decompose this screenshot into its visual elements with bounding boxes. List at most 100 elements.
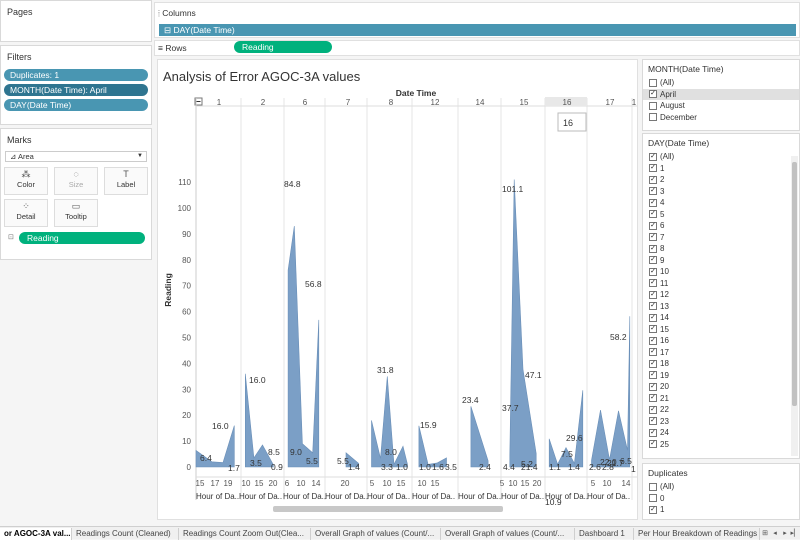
day-filter-item[interactable]: ✓ 4 (643, 197, 799, 209)
column-header-day[interactable]: 12 (431, 98, 440, 107)
checkbox-checked-icon[interactable]: ✓ (649, 187, 657, 196)
filter-month[interactable]: MONTH(Date Time): April (4, 84, 148, 96)
checkbox-checked-icon[interactable]: ✓ (649, 175, 657, 184)
sheet-tab[interactable]: Readings Count (Cleaned) (72, 528, 179, 540)
column-header-day[interactable]: 6 (303, 98, 308, 107)
checkbox-checked-icon[interactable]: ✓ (649, 290, 657, 299)
day-filter-item[interactable]: ✓ 21 (643, 393, 799, 405)
checkbox-checked-icon[interactable]: ✓ (649, 325, 657, 334)
column-header-day[interactable]: 1 (217, 98, 222, 107)
column-header-day[interactable]: 14 (476, 98, 485, 107)
sheet-tab[interactable]: Overall Graph of values (Count/... (441, 528, 575, 540)
area-mark-day-8[interactable] (371, 376, 408, 468)
sheet-tab[interactable]: Overall Graph of values (Count/... (311, 528, 441, 540)
sheet-tab[interactable]: or AGOC-3A val... (0, 528, 72, 540)
checkbox-checked-icon[interactable]: ✓ (649, 505, 657, 514)
day-filter-item[interactable]: ✓ 7 (643, 232, 799, 244)
checkbox-checked-icon[interactable]: ✓ (649, 440, 657, 449)
duplicates-filter-item[interactable]: ✓ 1 (643, 504, 799, 516)
rows-reading-pill[interactable]: Reading (234, 41, 332, 53)
area-mark-day-1[interactable] (195, 425, 235, 468)
day-filter-item[interactable]: ✓ 17 (643, 347, 799, 359)
checkbox-icon[interactable] (649, 78, 657, 87)
day-filter-item[interactable]: ✓ 13 (643, 301, 799, 313)
checkbox-icon[interactable] (649, 494, 657, 503)
column-header-day[interactable]: 15 (520, 98, 529, 107)
checkbox-checked-icon[interactable]: ✓ (649, 90, 657, 99)
checkbox-checked-icon[interactable]: ✓ (649, 198, 657, 207)
filter-duplicates[interactable]: Duplicates: 1 (4, 69, 148, 81)
checkbox-checked-icon[interactable]: ✓ (649, 313, 657, 322)
checkbox-checked-icon[interactable]: ✓ (649, 279, 657, 288)
day-list-scrollbar[interactable] (791, 156, 798, 456)
day-filter-item[interactable]: ✓ 2 (643, 174, 799, 186)
column-header-day[interactable]: 2 (261, 98, 266, 107)
area-chart[interactable]: Analysis of Error AGOC-3A values Date Ti… (158, 60, 638, 520)
checkbox-checked-icon[interactable]: ✓ (649, 221, 657, 230)
marks-reading-pill[interactable]: Reading (19, 232, 145, 244)
checkbox-checked-icon[interactable]: ✓ (649, 256, 657, 265)
month-filter-item[interactable]: December (643, 112, 799, 124)
tooltip-button[interactable]: ▭ Tooltip (54, 199, 98, 227)
sheet-tab[interactable]: Per Hour Breakdown of Readings (634, 528, 760, 540)
day-filter-item[interactable]: ✓ 20 (643, 381, 799, 393)
last-tab-icon[interactable]: ▸▏ (790, 530, 800, 537)
day-filter-item[interactable]: ✓ 5 (643, 209, 799, 221)
column-header-day[interactable]: 16 (563, 98, 572, 107)
day-filter-item[interactable]: ✓ 22 (643, 404, 799, 416)
month-filter-item[interactable]: ✓ April (643, 88, 799, 100)
day-filter-item[interactable]: ✓ 14 (643, 312, 799, 324)
filter-day[interactable]: DAY(Date Time) (4, 99, 148, 111)
duplicates-filter-item[interactable]: 0 (643, 493, 799, 505)
columns-pill[interactable]: ⊟ DAY(Date Time) (159, 24, 796, 36)
month-filter-item[interactable]: August (643, 100, 799, 112)
area-mark-day-15[interactable] (509, 179, 537, 468)
month-filter-item[interactable]: (All) (643, 77, 799, 89)
color-button[interactable]: ⁂ Color (4, 167, 48, 195)
day-list-scroll-thumb[interactable] (792, 162, 797, 406)
day-filter-item[interactable]: ✓ 6 (643, 220, 799, 232)
mark-type-dropdown[interactable]: ⊿ Area ▼ (5, 151, 147, 162)
day-filter-item[interactable]: ✓ 24 (643, 427, 799, 439)
label-button[interactable]: T Label (104, 167, 148, 195)
day-filter-item[interactable]: ✓ 3 (643, 186, 799, 198)
checkbox-checked-icon[interactable]: ✓ (649, 152, 657, 161)
next-tab-icon[interactable]: ▸ (783, 530, 787, 537)
day-filter-item[interactable]: ✓ 9 (643, 255, 799, 267)
area-mark-day-7[interactable] (345, 452, 359, 468)
sheet-tab[interactable]: Readings Count Zoom Out(Clea... (179, 528, 311, 540)
checkbox-checked-icon[interactable]: ✓ (649, 417, 657, 426)
checkbox-checked-icon[interactable]: ✓ (649, 302, 657, 311)
day-filter-item[interactable]: ✓ 12 (643, 289, 799, 301)
viz-pane[interactable]: Analysis of Error AGOC-3A values Date Ti… (157, 59, 638, 520)
checkbox-checked-icon[interactable]: ✓ (649, 428, 657, 437)
prev-tab-icon[interactable]: ◂ (773, 530, 777, 537)
day-filter-item[interactable]: ✓ 11 (643, 278, 799, 290)
area-mark-day-2[interactable] (245, 373, 274, 468)
horizontal-scrollbar[interactable] (273, 506, 503, 512)
checkbox-checked-icon[interactable]: ✓ (649, 267, 657, 276)
checkbox-checked-icon[interactable]: ✓ (649, 348, 657, 357)
column-header-day[interactable]: 7 (346, 98, 351, 107)
column-header-day[interactable]: 17 (606, 98, 615, 107)
checkbox-icon[interactable] (649, 101, 657, 110)
checkbox-checked-icon[interactable]: ✓ (649, 371, 657, 380)
column-header-day[interactable]: 8 (389, 98, 394, 107)
day-filter-item[interactable]: ✓ 23 (643, 416, 799, 428)
area-mark-day-17[interactable] (591, 316, 631, 468)
checkbox-icon[interactable] (649, 482, 657, 491)
area-mark-day-16[interactable] (548, 390, 584, 468)
checkbox-checked-icon[interactable]: ✓ (649, 210, 657, 219)
day-filter-item[interactable]: ✓ 25 (643, 439, 799, 451)
day-filter-item[interactable]: ✓ 10 (643, 266, 799, 278)
new-sheet-icon[interactable]: ⊞ (762, 530, 768, 537)
checkbox-icon[interactable] (649, 113, 657, 122)
checkbox-checked-icon[interactable]: ✓ (649, 405, 657, 414)
day-filter-item[interactable]: ✓ 15 (643, 324, 799, 336)
checkbox-checked-icon[interactable]: ✓ (649, 382, 657, 391)
checkbox-checked-icon[interactable]: ✓ (649, 336, 657, 345)
day-filter-item[interactable]: ✓ 16 (643, 335, 799, 347)
checkbox-checked-icon[interactable]: ✓ (649, 164, 657, 173)
size-button[interactable]: ◌ Size (54, 167, 98, 195)
checkbox-checked-icon[interactable]: ✓ (649, 233, 657, 242)
